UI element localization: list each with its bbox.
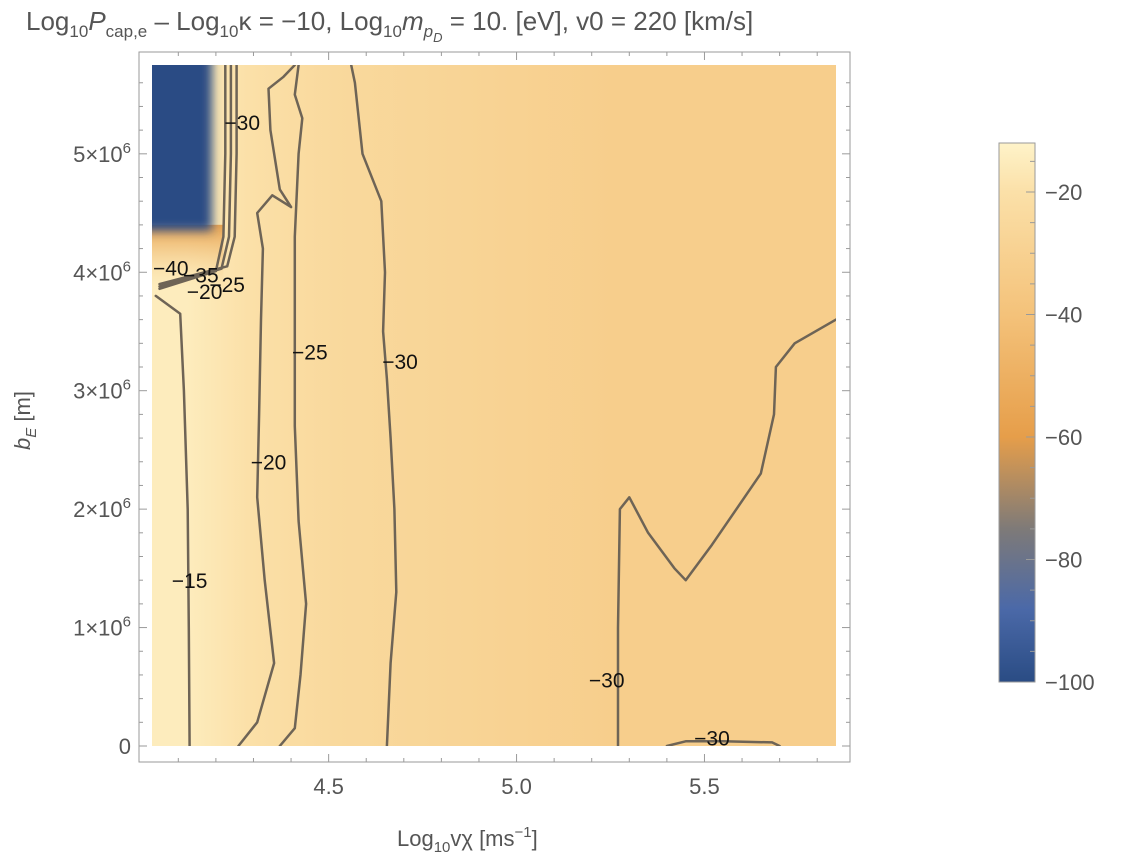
contour-label-6: −30 [382, 351, 418, 374]
contour-line-8 [158, 65, 227, 291]
x-tick-label-0: 4.5 [313, 774, 344, 799]
y-axis-title: bE [m] [10, 391, 40, 450]
colorbar-gradient [998, 142, 1036, 683]
y-tick-label-4: 4×106 [73, 258, 131, 285]
contour-label-3: −25 [209, 274, 245, 297]
y-tick-label-1: 1×106 [73, 614, 131, 641]
y-tick-label-2: 2×106 [73, 495, 131, 522]
heatmap-field [152, 65, 836, 746]
contour-line-3 [349, 65, 398, 746]
contour-labels: −30−40−35−25−20−25 −30−20−15−30−30 [153, 112, 730, 751]
contour-label-4: −20 [187, 281, 223, 304]
contour-line-1 [237, 65, 297, 746]
contour-label-9: −30 [589, 670, 625, 693]
y-tick-label-5: 5×106 [73, 140, 131, 167]
contour-line-2 [278, 65, 308, 746]
colorbar-tick-label-0: −20 [1045, 180, 1082, 205]
contour-line-6 [158, 65, 238, 286]
colorbar-tick-label-3: −80 [1045, 548, 1082, 573]
x-axis-title: Log10vχ [ms−1] [397, 824, 538, 856]
heatmap-blue-patch [152, 65, 213, 231]
y-tick-label-3: 3×106 [73, 377, 131, 404]
plot-frame [138, 51, 851, 763]
contour-line-5 [665, 740, 781, 746]
contour-label-5: −25 [292, 342, 328, 365]
colorbar-tick-label-4: −100 [1045, 670, 1095, 695]
colorbar-tick-label-2: −60 [1045, 425, 1082, 450]
contour-label-0: −30 [224, 112, 260, 135]
x-tick-label-1: 5.0 [501, 774, 532, 799]
axis-ticks: 4.5 5.0 5.5 0 1×106 2×106 3×106 4×106 5×106 [73, 52, 850, 799]
contour-label-8: −15 [172, 570, 208, 593]
contour-label-1: −40 [153, 257, 189, 280]
heatmap-background [152, 65, 836, 746]
contour-label-10: −30 [694, 728, 730, 751]
contour-label-2: −35 [183, 265, 219, 288]
colorbar-tick-label-1: −40 [1045, 303, 1082, 328]
contour-line-0 [154, 294, 191, 746]
contour-lines [154, 65, 836, 746]
y-tick-label-0: 0 [119, 734, 131, 759]
chart-title: Log10Pcap,e – Log10κ = −10, Log10mpD = 1… [26, 6, 753, 45]
x-tick-label-2: 5.5 [689, 774, 720, 799]
colorbar: −20 −40 −60 −80 −100 [998, 142, 1095, 695]
contour-line-4 [616, 318, 836, 746]
contour-label-7: −20 [251, 452, 287, 475]
